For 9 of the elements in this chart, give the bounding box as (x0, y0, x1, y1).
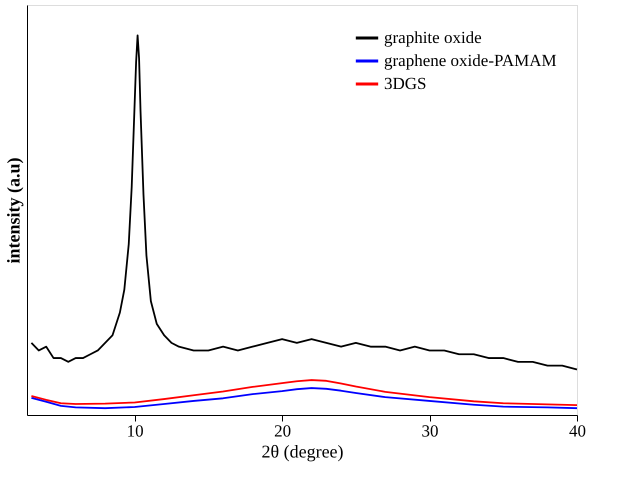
x-axis-title: 2θ (degree) (261, 442, 344, 462)
x-tick-label: 30 (422, 422, 439, 440)
legend-label: graphite oxide (384, 28, 482, 47)
x-tick-label: 20 (274, 422, 292, 440)
x-tick-label: 10 (126, 422, 144, 440)
legend-label: 3DGS (384, 74, 427, 93)
legend-label: graphene oxide-PAMAM (384, 51, 557, 70)
x-tick-label: 40 (569, 422, 586, 440)
y-axis-title: intensity (a.u) (4, 157, 24, 264)
